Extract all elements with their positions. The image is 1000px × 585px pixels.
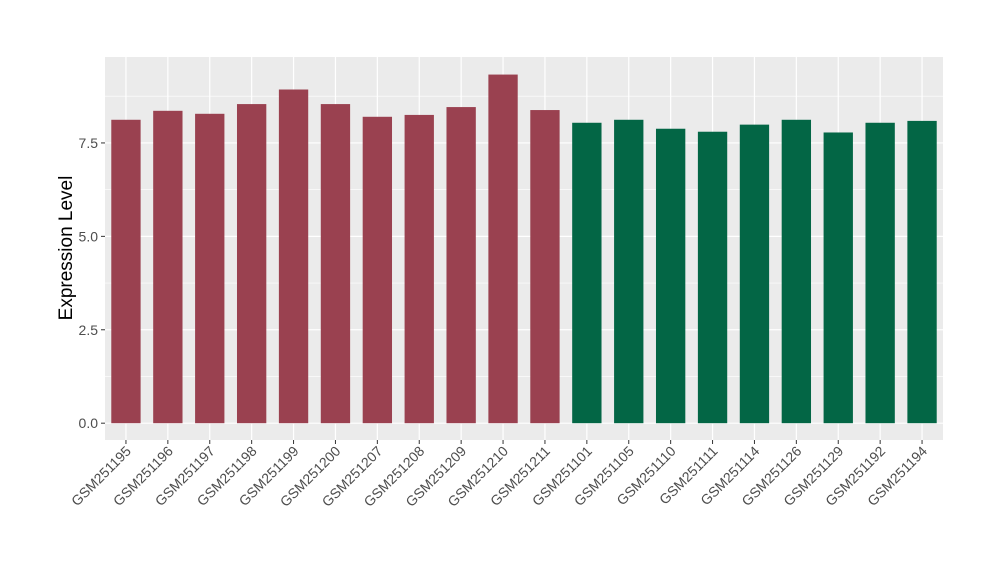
- bar-GSM251208: [404, 114, 434, 424]
- bar-GSM251105: [614, 119, 644, 424]
- y-tick-label: 0.0: [79, 415, 99, 431]
- y-tick-label: 5.0: [79, 228, 99, 244]
- bar-GSM251126: [781, 119, 812, 424]
- x-axis: GSM251195GSM251196GSM251197GSM251198GSM2…: [68, 440, 930, 510]
- bar-GSM251211: [530, 110, 560, 424]
- y-tick-label: 7.5: [79, 135, 99, 151]
- y-tick-label: 2.5: [79, 322, 99, 338]
- bar-GSM251110: [655, 128, 686, 424]
- bar-GSM251101: [572, 122, 602, 424]
- bar-GSM251200: [320, 104, 351, 424]
- plot-panel: [105, 57, 943, 440]
- y-axis: 0.0 2.5 5.0 7.5: [79, 135, 105, 431]
- bar-GSM251210: [488, 74, 518, 424]
- bar-GSM251196: [153, 110, 183, 424]
- bar-GSM251197: [195, 113, 225, 424]
- bar-GSM251199: [278, 89, 309, 424]
- bar-GSM251129: [823, 132, 853, 424]
- bar-GSM251111: [697, 131, 728, 424]
- bar-GSM251194: [907, 120, 937, 424]
- bar-GSM251198: [236, 104, 267, 424]
- bars: [111, 74, 937, 424]
- bar-GSM251207: [362, 116, 393, 424]
- bar-GSM251209: [446, 107, 476, 424]
- bar-GSM251192: [865, 122, 895, 424]
- bar-GSM251195: [111, 119, 141, 424]
- y-axis-label: Expression Level: [56, 176, 77, 321]
- bar-GSM251114: [739, 124, 770, 424]
